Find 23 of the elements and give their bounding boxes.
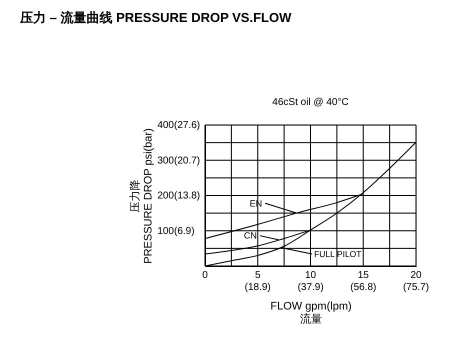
y-tick-label: 100 — [157, 226, 174, 237]
y-tick-label: 400 — [157, 120, 174, 131]
x2-tick-label: (37.9) — [298, 282, 324, 293]
annotation: FULL PILOT — [314, 249, 362, 260]
x2-tick-label: (18.9) — [244, 282, 271, 293]
y2-tick-label: (6.9) — [174, 226, 195, 237]
chart-subtitle: 46cSt oil @ 40°C — [272, 97, 349, 108]
x-axis-title: FLOW gpm(lpm) 流量 — [270, 300, 352, 326]
y-tick-label: 300 — [157, 155, 174, 166]
x-tick-label: 10 — [304, 270, 316, 281]
y2-tick-label: (20.7) — [174, 155, 200, 166]
y-axis-title: 压力降 PRESSURE DROP psi(bar) — [128, 128, 154, 264]
x-tick-label: 15 — [358, 270, 370, 281]
x2-tick-label: (75.7) — [402, 282, 430, 293]
annotation: CN — [244, 230, 257, 241]
x-tick-label: 20 — [410, 270, 422, 281]
x-tick-label: 0 — [202, 270, 208, 281]
y2-tick-label: (27.6) — [174, 120, 200, 131]
chart-title: 压力 – 流量曲线 PRESSURE DROP VS.FLOW — [19, 10, 292, 25]
y-tick-label: 200 — [157, 190, 174, 202]
y2-tick-label: (13.8) — [174, 190, 200, 202]
x2-tick-label: (56.8) — [350, 282, 376, 293]
x-tick-label: 5 — [254, 270, 261, 281]
